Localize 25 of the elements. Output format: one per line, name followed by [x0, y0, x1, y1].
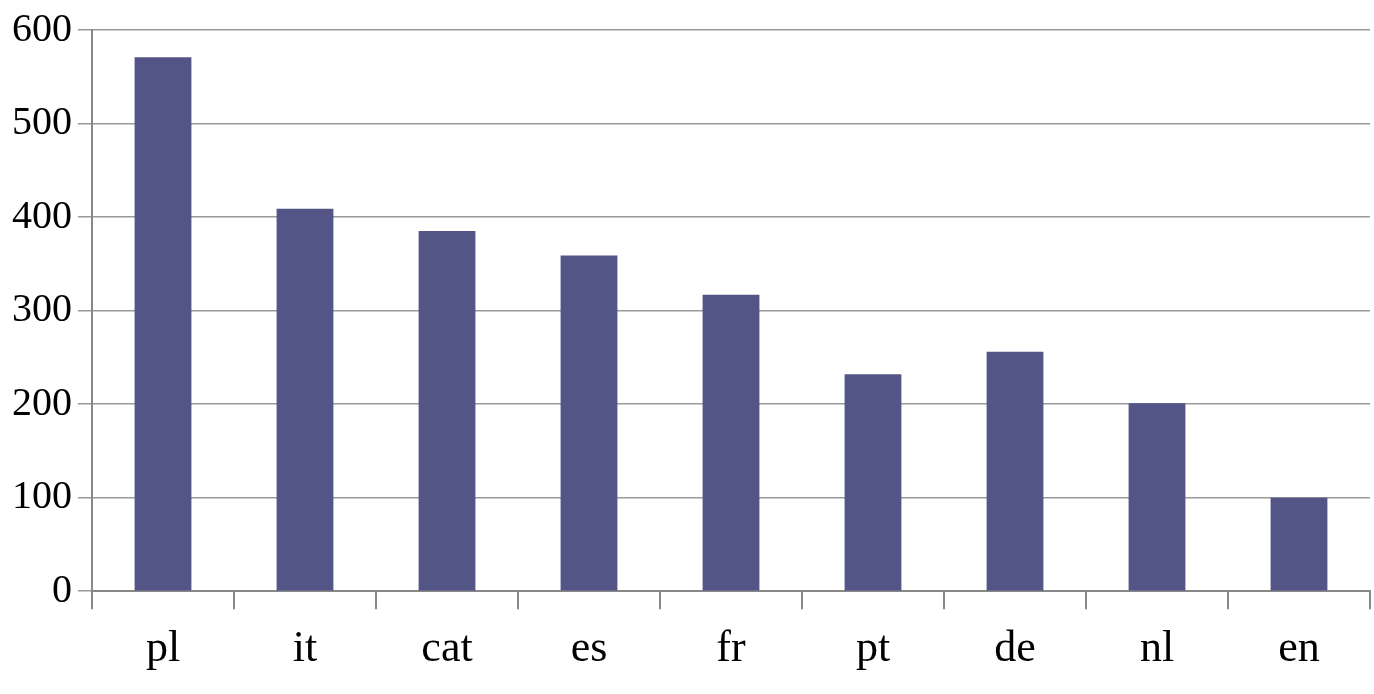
- x-tick-label: en: [1278, 622, 1320, 672]
- x-tick-label: cat: [421, 622, 473, 672]
- bar: [844, 374, 902, 591]
- bar: [702, 294, 760, 591]
- bar: [276, 208, 334, 591]
- x-tick-label: it: [292, 622, 318, 672]
- x-tick-label: nl: [1139, 622, 1175, 672]
- y-tick-label: 600: [12, 4, 72, 50]
- bar: [134, 57, 192, 591]
- y-tick-label: 400: [12, 191, 72, 237]
- y-tick-label: 0: [52, 565, 72, 611]
- x-tick-label: pl: [145, 622, 181, 672]
- x-tick-label: pt: [855, 622, 891, 672]
- y-tick-label: 200: [12, 378, 72, 424]
- bar: [1270, 497, 1328, 591]
- y-tick-label: 100: [12, 472, 72, 518]
- x-tick-label: es: [570, 622, 608, 672]
- x-tick-label: fr: [716, 622, 746, 672]
- bar: [560, 255, 618, 591]
- bar: [418, 231, 476, 591]
- y-tick-label: 300: [12, 285, 72, 331]
- x-tick-label: de: [994, 622, 1036, 672]
- y-tick-label: 500: [12, 98, 72, 144]
- bar: [986, 351, 1044, 591]
- bar: [1128, 403, 1186, 591]
